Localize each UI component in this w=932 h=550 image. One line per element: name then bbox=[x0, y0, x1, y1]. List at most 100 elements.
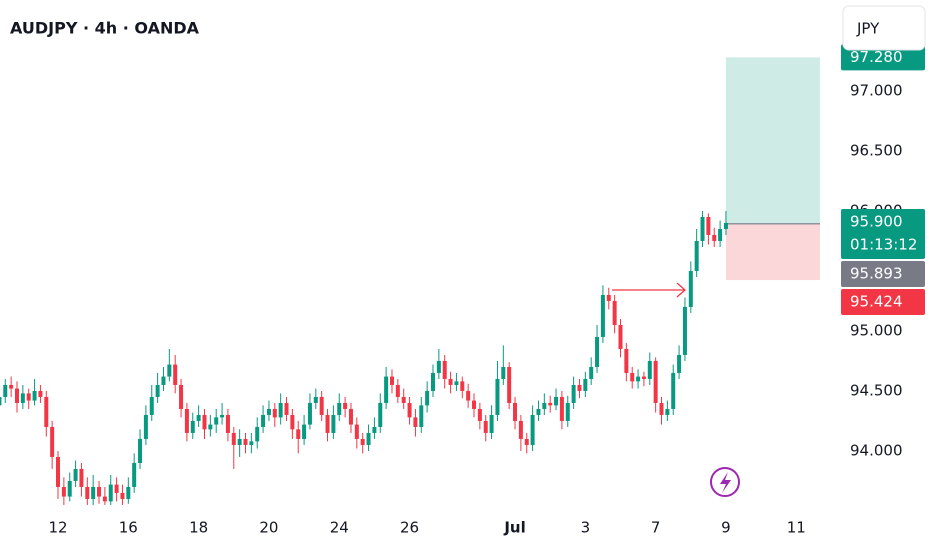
candle-body bbox=[413, 417, 418, 427]
candle-body bbox=[9, 384, 14, 389]
countdown: 01:13:12 bbox=[850, 235, 917, 253]
candle-body bbox=[559, 396, 564, 421]
candle-body bbox=[700, 216, 705, 241]
currency-button[interactable] bbox=[842, 5, 926, 51]
candle-body bbox=[518, 420, 523, 439]
candle-body bbox=[26, 393, 31, 401]
candle-body bbox=[202, 414, 207, 430]
candle-body bbox=[184, 408, 189, 433]
candle-body bbox=[706, 216, 711, 235]
candle-body bbox=[425, 390, 430, 406]
entry-tag bbox=[841, 260, 925, 287]
candle-body bbox=[167, 364, 172, 377]
candle-body bbox=[143, 414, 148, 439]
x-tick-label: 24 bbox=[330, 519, 349, 537]
last-price-label: 95.900 bbox=[850, 212, 903, 230]
candle-body bbox=[0, 396, 2, 406]
lightning bbox=[720, 472, 731, 493]
candle-body bbox=[565, 402, 570, 421]
candle-body bbox=[325, 414, 330, 433]
candle-body bbox=[190, 420, 195, 433]
candle-body bbox=[91, 486, 96, 499]
candle-body bbox=[132, 462, 137, 487]
candle-body bbox=[237, 438, 242, 445]
target-tag bbox=[841, 44, 925, 71]
candle-body bbox=[3, 384, 8, 397]
stop-tag bbox=[841, 288, 925, 315]
x-tick-label: 26 bbox=[400, 519, 419, 537]
candle-body bbox=[436, 360, 441, 373]
x-tick-label: 9 bbox=[721, 519, 731, 537]
candle-body bbox=[694, 240, 699, 271]
candle-body bbox=[302, 424, 307, 439]
candle-body bbox=[460, 381, 465, 391]
candle-body bbox=[589, 366, 594, 379]
candle-body bbox=[718, 228, 723, 241]
candle-body bbox=[85, 486, 90, 499]
candle-body bbox=[97, 486, 102, 497]
candle-body bbox=[290, 414, 295, 430]
candle-body bbox=[688, 270, 693, 307]
candle-body bbox=[272, 408, 277, 418]
candle-body bbox=[507, 366, 512, 403]
x-tick-label: 12 bbox=[48, 519, 67, 537]
y-tick-label: 96.500 bbox=[850, 141, 903, 159]
candle-body bbox=[348, 408, 353, 425]
candle-body bbox=[38, 390, 43, 397]
candle-body bbox=[384, 376, 389, 403]
take-profit-zone bbox=[725, 57, 820, 224]
candle-body bbox=[401, 396, 406, 403]
candle-body bbox=[466, 390, 471, 401]
candle-body bbox=[249, 441, 254, 445]
candle-body bbox=[266, 408, 271, 415]
last-price-tag bbox=[841, 208, 925, 259]
candle-body bbox=[20, 393, 25, 403]
candle-body bbox=[454, 381, 459, 385]
candle-body bbox=[243, 438, 248, 445]
currency-label: JPY bbox=[856, 20, 880, 38]
candle-body bbox=[331, 414, 336, 433]
x-tick-label: 7 bbox=[651, 519, 661, 537]
candle-body bbox=[536, 408, 541, 415]
stop-loss-zone bbox=[725, 223, 820, 281]
candle-body bbox=[430, 372, 435, 391]
candle-body bbox=[442, 360, 447, 379]
candle-body bbox=[337, 402, 342, 415]
candle-body bbox=[624, 348, 629, 373]
candle-body bbox=[360, 438, 365, 445]
candle-body bbox=[530, 414, 535, 445]
candle-body bbox=[595, 336, 600, 367]
candle-body bbox=[296, 429, 301, 439]
entry-tag-label: 95.893 bbox=[850, 264, 903, 282]
x-tick-label: Jul bbox=[503, 519, 525, 537]
candle-body bbox=[313, 396, 318, 403]
candle-body bbox=[524, 438, 529, 445]
candle-body bbox=[554, 396, 559, 406]
candle-body bbox=[483, 420, 488, 433]
candle-body bbox=[577, 384, 582, 391]
candle-body bbox=[372, 426, 377, 433]
candle-body bbox=[612, 300, 617, 325]
candle-body bbox=[56, 456, 61, 487]
candle-body bbox=[548, 402, 553, 406]
candle-body bbox=[389, 376, 394, 385]
candle-body bbox=[641, 376, 646, 379]
candle-body bbox=[659, 402, 664, 415]
candle-body bbox=[61, 486, 66, 497]
candle-body bbox=[102, 496, 107, 502]
candle-body bbox=[723, 222, 728, 229]
candle-body bbox=[126, 486, 131, 499]
candle-body bbox=[307, 402, 312, 425]
candle-body bbox=[366, 432, 371, 445]
candle-body bbox=[472, 400, 477, 409]
candle-body bbox=[44, 396, 49, 427]
candle-body bbox=[155, 384, 160, 397]
candle-body bbox=[343, 402, 348, 409]
y-tick-label: 94.500 bbox=[850, 381, 903, 399]
candle-body bbox=[489, 414, 494, 433]
candle-body bbox=[618, 324, 623, 349]
candle-body bbox=[149, 396, 154, 415]
candle-body bbox=[606, 294, 611, 301]
y-tick-label: 97.000 bbox=[850, 81, 903, 99]
candle-body bbox=[448, 378, 453, 385]
